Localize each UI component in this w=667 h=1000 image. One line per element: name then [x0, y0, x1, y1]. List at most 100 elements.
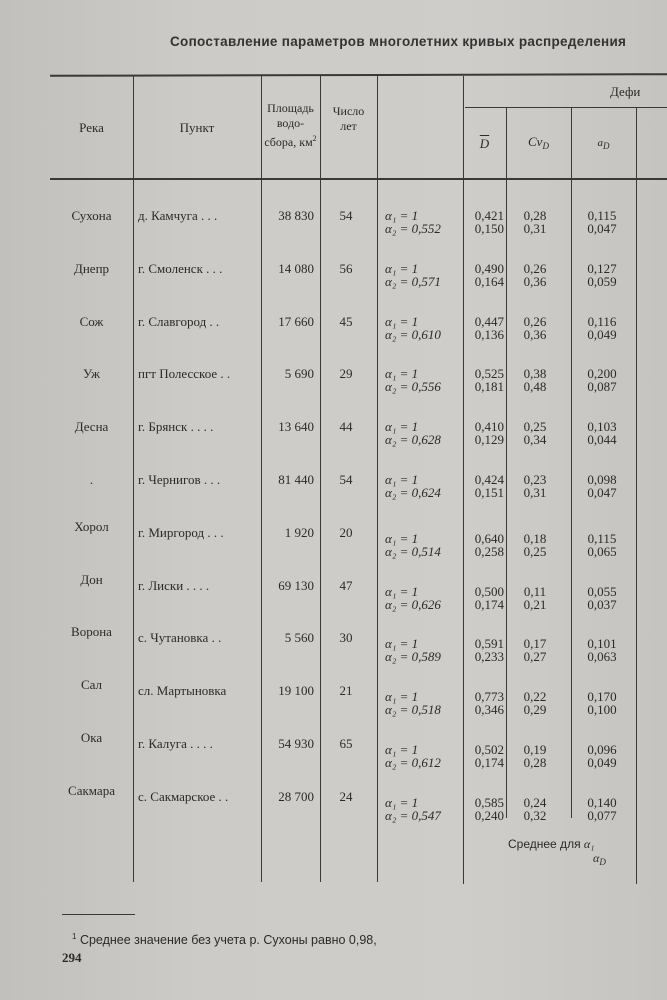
a-d-value: 0,047: [587, 485, 617, 500]
a-d-value: 0,096: [587, 742, 617, 757]
header-group: Дефи: [610, 84, 641, 99]
cv-value: 0,22: [523, 689, 547, 705]
d-mean-value: 0,585: [474, 794, 504, 810]
river-name: Ока: [80, 730, 103, 745]
header-river: Река: [79, 120, 104, 135]
a-d-value: 0,116: [587, 313, 617, 329]
column-divider: [636, 108, 637, 884]
table-top-rule: [49, 73, 667, 77]
alpha2-value: α₂ = 0,610: [385, 326, 441, 342]
river-name: Днепр: [73, 260, 110, 276]
column-divider: [377, 76, 378, 882]
d-mean-value: 0,346: [474, 702, 504, 718]
summary-ad-text: α: [593, 851, 600, 865]
a-d-value: 0,170: [587, 689, 617, 705]
a-d-value: 0,115: [587, 530, 617, 546]
summary-a1: α₁: [583, 837, 595, 851]
alpha2-value: α₂ = 0,514: [385, 543, 441, 559]
alpha1-value: α₁ = 1: [385, 530, 419, 546]
cv-value: 0,48: [523, 379, 547, 395]
header-years-line: Число: [332, 104, 365, 118]
alpha2-value: α₂ = 0,628: [385, 432, 441, 448]
cv-value: 0,19: [523, 742, 547, 757]
years-count: 20: [339, 524, 353, 540]
alpha1-value: α₁ = 1: [385, 636, 419, 652]
river-name: Сухона: [71, 208, 112, 223]
column-divider: [133, 76, 134, 882]
years-count: 24: [339, 788, 353, 804]
d-mean-value: 0,164: [474, 273, 504, 289]
river-name: .: [89, 472, 94, 487]
years-count: 44: [339, 419, 353, 435]
river-name: Уж: [82, 366, 101, 382]
catchment-area: 13 640: [278, 419, 314, 435]
a-d-value: 0,059: [587, 273, 617, 289]
d-mean-value: 0,181: [474, 379, 504, 395]
alpha1-value: α₁ = 1: [385, 260, 419, 276]
point-name: пгт Полесское . .: [138, 366, 231, 382]
column-divider: [506, 108, 507, 818]
catchment-area: 17 660: [278, 313, 314, 329]
cv-value: 0,23: [523, 472, 547, 487]
alpha1-value: α₁ = 1: [385, 208, 419, 223]
d-mean-value: 0,174: [474, 755, 504, 770]
cv-value: 0,38: [523, 366, 547, 382]
a-d-value: 0,065: [587, 543, 617, 559]
alpha1-value: α₁ = 1: [385, 794, 419, 810]
alpha2-value: α₂ = 0,624: [385, 485, 441, 500]
catchment-area: 54 930: [278, 736, 314, 751]
d-mean-value: 0,150: [474, 221, 504, 236]
years-count: 65: [339, 736, 353, 751]
cv-value: 0,36: [523, 326, 547, 342]
point-name: г. Калуга . . . .: [138, 736, 213, 751]
alpha2-value: α₂ = 0,626: [385, 596, 441, 612]
cv-value: 0,29: [523, 702, 547, 718]
d-mean-value: 0,136: [474, 326, 504, 342]
header-point: Пункт: [179, 120, 215, 135]
point-name: с. Чутановка . .: [138, 630, 222, 646]
d-mean-value: 0,421: [474, 208, 504, 223]
a-d-value: 0,087: [587, 379, 617, 395]
alpha2-value: α₂ = 0,552: [385, 221, 441, 236]
a-d-value: 0,077: [587, 807, 617, 823]
summary-text: Среднее для: [508, 837, 581, 851]
header-a-sub: D: [603, 141, 610, 151]
cv-value: 0,31: [523, 221, 547, 236]
summary-ad-sub: D: [599, 857, 606, 867]
column-divider: [320, 76, 321, 882]
d-mean-value: 0,129: [474, 432, 504, 448]
page-number: 294: [62, 950, 82, 965]
point-name: г. Миргород . . .: [138, 524, 224, 540]
a-d-value: 0,101: [587, 636, 617, 652]
river-name: Десна: [74, 419, 109, 435]
years-count: 54: [339, 208, 353, 223]
column-divider: [571, 108, 572, 818]
header-a-text: a: [597, 137, 604, 149]
a-d-value: 0,049: [587, 755, 617, 770]
group-header-rule: [465, 107, 667, 108]
cv-value: 0,17: [523, 636, 547, 652]
years-count: 56: [339, 260, 353, 276]
catchment-area: 81 440: [278, 472, 314, 487]
alpha1-value: α₁ = 1: [385, 419, 419, 435]
river-name: Сакмара: [68, 782, 115, 798]
alpha2-value: α₂ = 0,612: [385, 755, 441, 770]
alpha1-value: α₁ = 1: [385, 313, 419, 329]
cv-value: 0,25: [523, 543, 547, 559]
a-d-value: 0,098: [587, 472, 617, 487]
years-count: 30: [339, 630, 353, 646]
d-mean-value: 0,640: [474, 530, 504, 546]
point-name: г. Брянск . . . .: [138, 419, 214, 435]
cv-value: 0,25: [523, 419, 547, 435]
a-d-value: 0,044: [587, 432, 617, 448]
river-name: Дон: [80, 571, 103, 587]
catchment-area: 38 830: [278, 208, 314, 223]
alpha1-value: α₁ = 1: [385, 472, 419, 487]
d-mean-value: 0,773: [474, 689, 504, 705]
point-name: с. Сакмарское . .: [138, 788, 229, 804]
catchment-area: 19 100: [278, 683, 314, 699]
catchment-area: 5 560: [284, 630, 314, 646]
d-mean-value: 0,174: [474, 596, 504, 612]
a-d-value: 0,100: [587, 702, 617, 718]
cv-value: 0,36: [523, 273, 547, 289]
